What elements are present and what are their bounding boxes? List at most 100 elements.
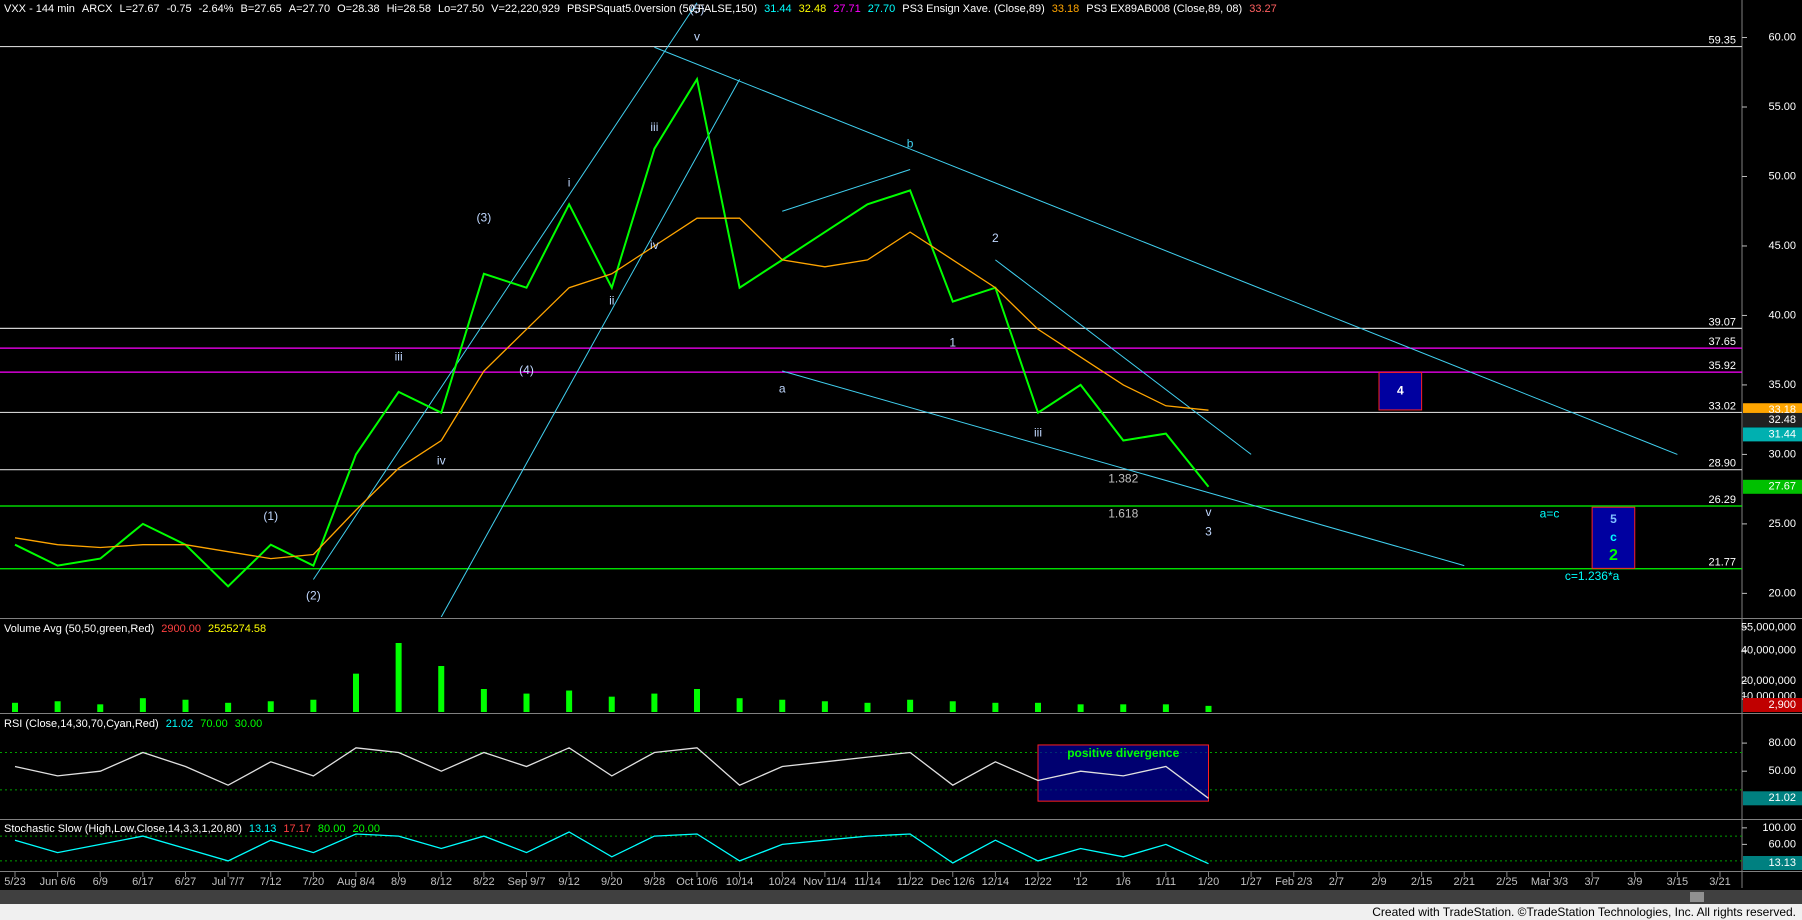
x-tick-label: Sep 9/7 bbox=[508, 876, 546, 888]
y-tick-label: 50.00 bbox=[1768, 765, 1796, 777]
x-tick-label: Feb 2/3 bbox=[1275, 876, 1312, 888]
header-item: 13.13 bbox=[249, 823, 277, 835]
x-tick-label: 5/23 bbox=[4, 876, 25, 888]
volume-bar bbox=[353, 673, 359, 712]
volume-bar bbox=[480, 689, 487, 712]
last-value-label: 2,900 bbox=[1768, 699, 1796, 711]
header-item: 70.00 bbox=[200, 718, 228, 730]
wave-label: iv bbox=[437, 454, 446, 468]
box-label: 2 bbox=[1609, 547, 1618, 564]
trendline bbox=[995, 259, 1252, 455]
y-tick-label: 50.00 bbox=[1768, 170, 1796, 182]
volume-bar bbox=[12, 702, 18, 712]
x-tick-label: 7/12 bbox=[260, 876, 281, 888]
x-tick-label: 8/9 bbox=[391, 876, 406, 888]
header-item: 27.70 bbox=[868, 3, 896, 15]
series-line bbox=[14, 831, 1209, 865]
header-item: 80.00 bbox=[318, 823, 346, 835]
last-value-box bbox=[1743, 698, 1802, 712]
panel bbox=[12, 643, 1212, 712]
x-tick-label: 1/20 bbox=[1198, 876, 1219, 888]
last-value-label: 27.67 bbox=[1768, 481, 1796, 493]
box bbox=[1591, 506, 1636, 569]
level-label: 21.77 bbox=[1708, 557, 1736, 569]
x-tick-label: 2/21 bbox=[1454, 876, 1475, 888]
header-item: 20.00 bbox=[352, 823, 380, 835]
wave-label: c=1.236*a bbox=[1565, 569, 1620, 583]
x-tick-label: 3/15 bbox=[1667, 876, 1688, 888]
volume-bar bbox=[694, 689, 700, 712]
level-label: 59.35 bbox=[1708, 34, 1736, 46]
x-tick-label: 9/12 bbox=[558, 876, 579, 888]
wave-label: i bbox=[568, 176, 571, 190]
volume-bar bbox=[821, 701, 828, 712]
box-label: c bbox=[1610, 530, 1617, 544]
trendline bbox=[654, 46, 1678, 455]
panel: positive divergence bbox=[0, 744, 1742, 802]
x-tick-label: 10/14 bbox=[726, 876, 754, 888]
wave-label: v bbox=[694, 30, 700, 44]
box-label: 5 bbox=[1610, 512, 1617, 526]
x-tick-label: 12/14 bbox=[982, 876, 1010, 888]
panel bbox=[0, 831, 1742, 865]
last-value-box bbox=[1743, 791, 1802, 806]
volume-bar bbox=[1120, 704, 1127, 712]
volume-bar bbox=[736, 698, 743, 712]
volume-bar bbox=[992, 702, 999, 712]
panel-header: Stochastic Slow (High,Low,Close,14,3,3,1… bbox=[4, 823, 380, 835]
last-value-box bbox=[1743, 427, 1802, 442]
x-tick-label: 2/9 bbox=[1371, 876, 1386, 888]
header-item: 27.71 bbox=[833, 3, 861, 15]
y-tick-label: 100.00 bbox=[1762, 822, 1796, 834]
header-item: V=22,220,929 bbox=[491, 3, 560, 15]
header-item: Lo=27.50 bbox=[438, 3, 484, 15]
header-item: 30.00 bbox=[235, 718, 263, 730]
y-tick-label: 35.00 bbox=[1768, 379, 1796, 391]
wave-label: b bbox=[907, 137, 914, 151]
header-item: RSI (Close,14,30,70,Cyan,Red) bbox=[4, 718, 159, 730]
x-tick-label: 2/25 bbox=[1496, 876, 1517, 888]
header-item: -2.64% bbox=[199, 3, 234, 15]
x-tick-label: Aug 8/4 bbox=[337, 876, 375, 888]
trendline bbox=[782, 169, 911, 212]
last-value-box bbox=[1743, 412, 1802, 427]
header-item: 33.27 bbox=[1249, 3, 1277, 15]
header-item: B=27.65 bbox=[241, 3, 282, 15]
wave-label: 1 bbox=[949, 335, 956, 349]
x-tick-label: Dec 12/6 bbox=[931, 876, 975, 888]
x-tick-label: 11/14 bbox=[854, 876, 881, 888]
volume-bar bbox=[1205, 705, 1212, 712]
header-item: 17.17 bbox=[283, 823, 311, 835]
wave-label: ii bbox=[609, 294, 614, 308]
volume-bar bbox=[907, 699, 914, 712]
header-item: Volume Avg (50,50,green,Red) bbox=[4, 623, 154, 635]
x-tick-label: 3/7 bbox=[1584, 876, 1599, 888]
volume-bar bbox=[438, 666, 445, 712]
y-tick-label: 55.00 bbox=[1768, 101, 1796, 113]
header-item: PS3 EX89AB008 (Close,89, 08) bbox=[1086, 3, 1242, 15]
level-label: 33.02 bbox=[1708, 400, 1736, 412]
volume-bar bbox=[779, 699, 786, 712]
y-tick-label: 40.00 bbox=[1768, 309, 1796, 321]
volume-bar bbox=[523, 693, 530, 712]
scrollbar[interactable] bbox=[0, 890, 1802, 904]
panel: 59.35 39.07 37.65 35.92 33.02 28.90 26.29 21.77… bbox=[0, 2, 1742, 617]
box-label: positive divergence bbox=[1067, 746, 1179, 760]
volume-bar bbox=[608, 696, 615, 712]
header-item: Hi=28.58 bbox=[387, 3, 431, 15]
wave-label: iii bbox=[650, 120, 658, 134]
x-tick-label: '12 bbox=[1073, 876, 1087, 888]
x-tick-label: 10/24 bbox=[768, 876, 796, 888]
volume-bar bbox=[1162, 704, 1169, 712]
trendline bbox=[312, 2, 698, 580]
x-tick-label: 11/22 bbox=[897, 876, 924, 888]
header-item: 2525274.58 bbox=[208, 623, 266, 635]
wave-label: v bbox=[1206, 505, 1212, 519]
header-item: -0.75 bbox=[167, 3, 192, 15]
wave-label: 1.618 bbox=[1108, 506, 1138, 520]
x-tick-label: Jun 6/6 bbox=[40, 876, 76, 888]
volume-bar bbox=[97, 704, 104, 712]
wave-label: 3 bbox=[1205, 524, 1212, 538]
scroll-thumb[interactable] bbox=[1690, 892, 1704, 902]
